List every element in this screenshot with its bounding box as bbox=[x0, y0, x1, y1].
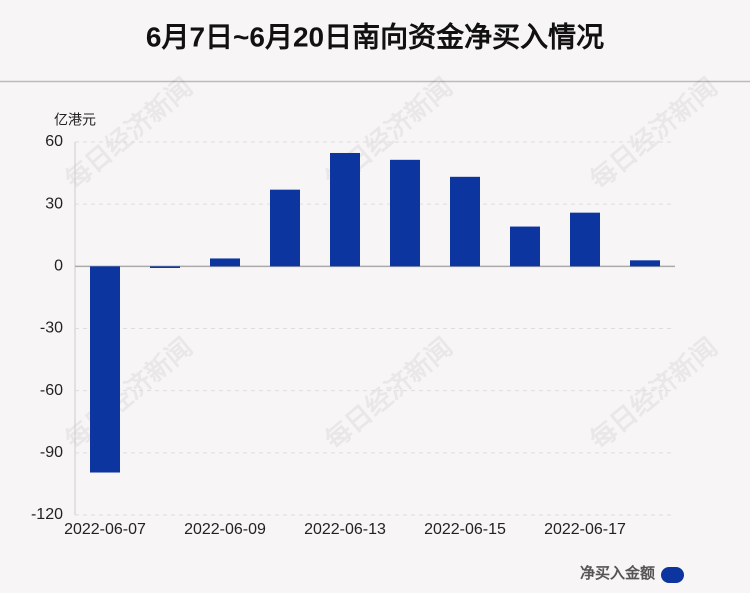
y-tick-label: 60 bbox=[45, 133, 63, 150]
y-tick-label: -60 bbox=[40, 382, 63, 399]
bar bbox=[630, 260, 660, 267]
legend-swatch bbox=[661, 567, 684, 583]
y-tick-label: -120 bbox=[31, 506, 63, 523]
bar bbox=[510, 226, 540, 267]
x-tick-label: 2022-06-07 bbox=[64, 521, 146, 538]
y-tick-label: -30 bbox=[40, 320, 63, 337]
y-tick-label: -90 bbox=[40, 444, 63, 461]
legend-label: 净买入金额 bbox=[580, 564, 655, 582]
y-tick-label: 30 bbox=[45, 195, 63, 212]
bar bbox=[450, 176, 480, 267]
x-tick-label: 2022-06-09 bbox=[184, 521, 266, 538]
bar bbox=[90, 266, 120, 473]
bar bbox=[150, 266, 180, 268]
y-axis-label: 亿港元 bbox=[54, 112, 96, 128]
x-tick-label: 2022-06-17 bbox=[544, 521, 626, 538]
bar bbox=[270, 189, 300, 267]
bar bbox=[390, 159, 420, 267]
bar bbox=[570, 212, 600, 267]
bar bbox=[330, 152, 360, 267]
x-tick-label: 2022-06-15 bbox=[424, 521, 506, 538]
x-tick-label: 2022-06-13 bbox=[304, 521, 386, 538]
chart-title: 6月7日~6月20日南向资金净买入情况 bbox=[146, 20, 604, 52]
y-tick-label: 0 bbox=[54, 258, 63, 275]
bar bbox=[210, 258, 240, 267]
